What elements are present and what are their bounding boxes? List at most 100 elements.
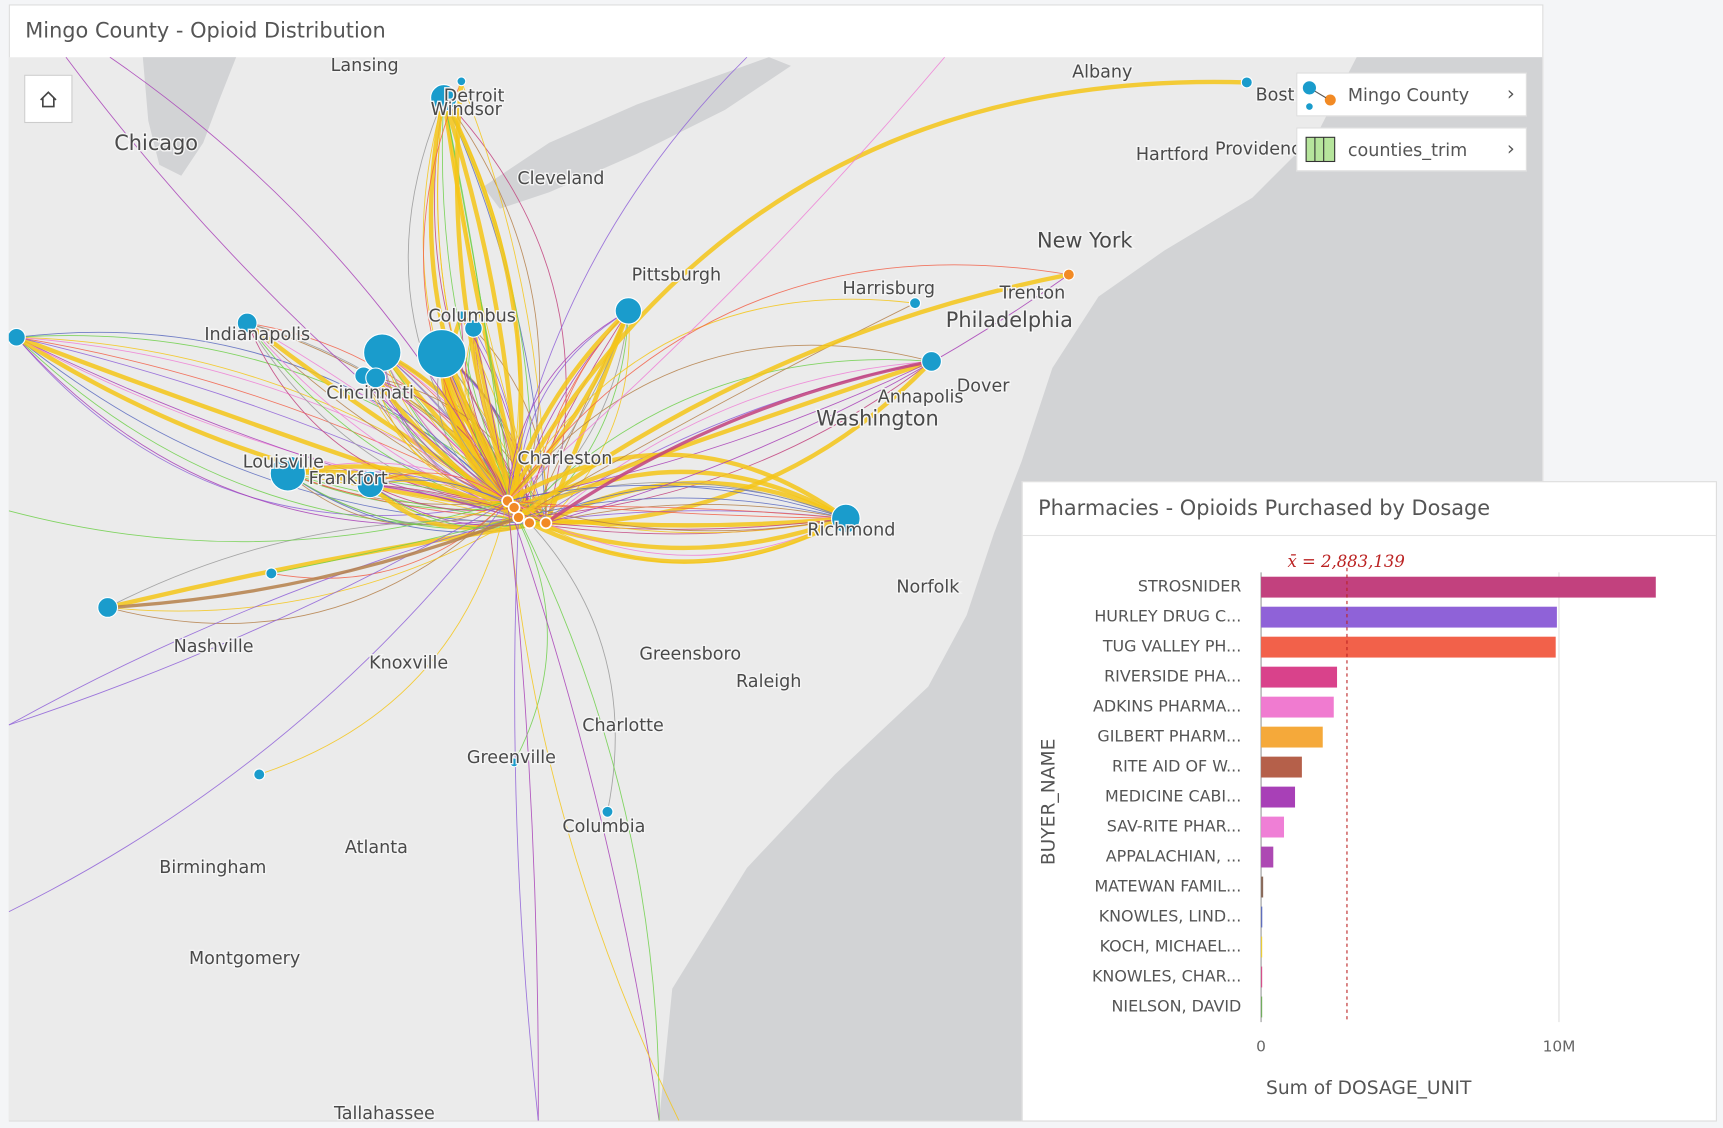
flow-line [544, 480, 847, 525]
y-tick-label: APPALACHIAN, ... [1106, 847, 1242, 866]
destination-dot [921, 350, 942, 372]
y-tick-label: TUG VALLEY PH... [1102, 637, 1241, 656]
flow-line [507, 298, 916, 502]
flow-line [370, 472, 508, 502]
city-label: Raleigh [736, 672, 801, 692]
y-tick-label: STROSNIDER [1138, 577, 1241, 596]
city-label: Annapolis [878, 388, 964, 408]
destination-dot [430, 84, 458, 112]
destination-dot [236, 312, 258, 334]
flow-line [107, 520, 547, 610]
flow-line [16, 336, 508, 516]
city-label: Trenton [999, 283, 1066, 303]
city-label: Atlanta [345, 838, 408, 858]
city-label: Norfolk [896, 578, 960, 598]
bar [1261, 966, 1263, 988]
flow-line [16, 336, 530, 524]
city-label: Richmond [807, 521, 895, 541]
legend-layer[interactable]: counties_trim › [1296, 127, 1527, 172]
origin-dot [539, 516, 553, 530]
destination-dot [97, 597, 119, 618]
city-label: Pittsburgh [632, 266, 721, 286]
flow-line [507, 500, 616, 812]
city-label: New York [1037, 229, 1133, 253]
layer-name: Mingo County [1347, 84, 1470, 106]
flow-line [507, 361, 932, 502]
flow-line [545, 504, 846, 524]
flow-line [505, 79, 1247, 502]
origin-dot [1062, 268, 1075, 281]
flow-line [8, 500, 508, 543]
y-tick-label: RITE AID OF W... [1112, 757, 1241, 776]
city-label: Washington [816, 407, 939, 431]
bar [1261, 666, 1338, 688]
flow-line [16, 331, 530, 524]
flow-line [518, 361, 932, 518]
flow-line [8, 500, 508, 726]
flow-line [513, 507, 846, 534]
flow-line [443, 97, 508, 501]
flow-line [107, 517, 519, 612]
flow-line [16, 336, 519, 518]
flow-line [545, 518, 846, 530]
bar [1261, 756, 1302, 778]
home-button[interactable] [24, 74, 73, 124]
city-label: Harrisburg [843, 279, 935, 299]
city-label: Chicago [114, 131, 198, 155]
flow-line [506, 452, 848, 521]
destination-dot [356, 470, 384, 499]
destination-dot [8, 327, 26, 347]
city-label: Columbus [428, 306, 516, 326]
flow-line [507, 310, 629, 501]
destination-dot [831, 503, 861, 534]
city-label: Charleston [517, 449, 612, 469]
bar [1261, 606, 1557, 628]
flow-line [505, 309, 630, 502]
bar [1261, 996, 1263, 1018]
flow-line [271, 500, 508, 579]
lake-erie [483, 57, 791, 209]
flow-line [107, 515, 520, 610]
city-label: Louisville [243, 452, 324, 472]
flow-line [370, 484, 508, 502]
x-axis-label: Sum of DOSAGE_UNIT [1266, 1078, 1472, 1099]
flow-line [246, 322, 519, 518]
flow-line [259, 500, 508, 775]
flow-line [287, 473, 530, 524]
layer-icon [1305, 136, 1336, 163]
flow-line [507, 57, 946, 502]
divider [1022, 534, 1716, 537]
destination-dot [269, 455, 306, 492]
y-tick-label: KNOWLES, LIND... [1099, 907, 1242, 926]
flow-line [507, 264, 1069, 502]
city-label: Charlotte [582, 716, 664, 736]
chart: 0 10M STROSNIDER HURLEY DRUG C... TUG VALLEY… [1039, 552, 1656, 1099]
flow-line [507, 57, 748, 502]
chart-title: Pharmacies - Opioids Purchased by Dosage [1038, 496, 1491, 521]
origin-dot [523, 516, 536, 530]
chevron: › [1506, 137, 1515, 161]
flow-line [507, 500, 846, 532]
y-tick-label: HURLEY DRUG C... [1094, 607, 1241, 626]
flow-line [514, 506, 846, 519]
bar [1261, 846, 1274, 868]
city-label: Birmingham [159, 858, 266, 878]
flow-line [407, 97, 508, 502]
flow-line [441, 97, 521, 518]
destination-dot [1240, 76, 1253, 89]
flow-line [363, 375, 508, 502]
layer-icon [1302, 81, 1336, 110]
destination-dot [416, 329, 467, 379]
flow-line [517, 515, 847, 551]
legend-layer[interactable]: Mingo County › [1296, 72, 1527, 117]
city-label: Greenville [467, 748, 556, 768]
flow-line [545, 359, 932, 525]
y-tick-label: SAV-RITE PHAR... [1107, 817, 1242, 836]
y-tick-label: KNOWLES, CHAR... [1092, 967, 1241, 986]
city-label: Tallahassee [333, 1104, 435, 1121]
flow-line [518, 517, 660, 1121]
map-title: Mingo County - Opioid Distribution [25, 18, 386, 43]
y-tick-label: NIELSON, DAVID [1112, 996, 1242, 1015]
